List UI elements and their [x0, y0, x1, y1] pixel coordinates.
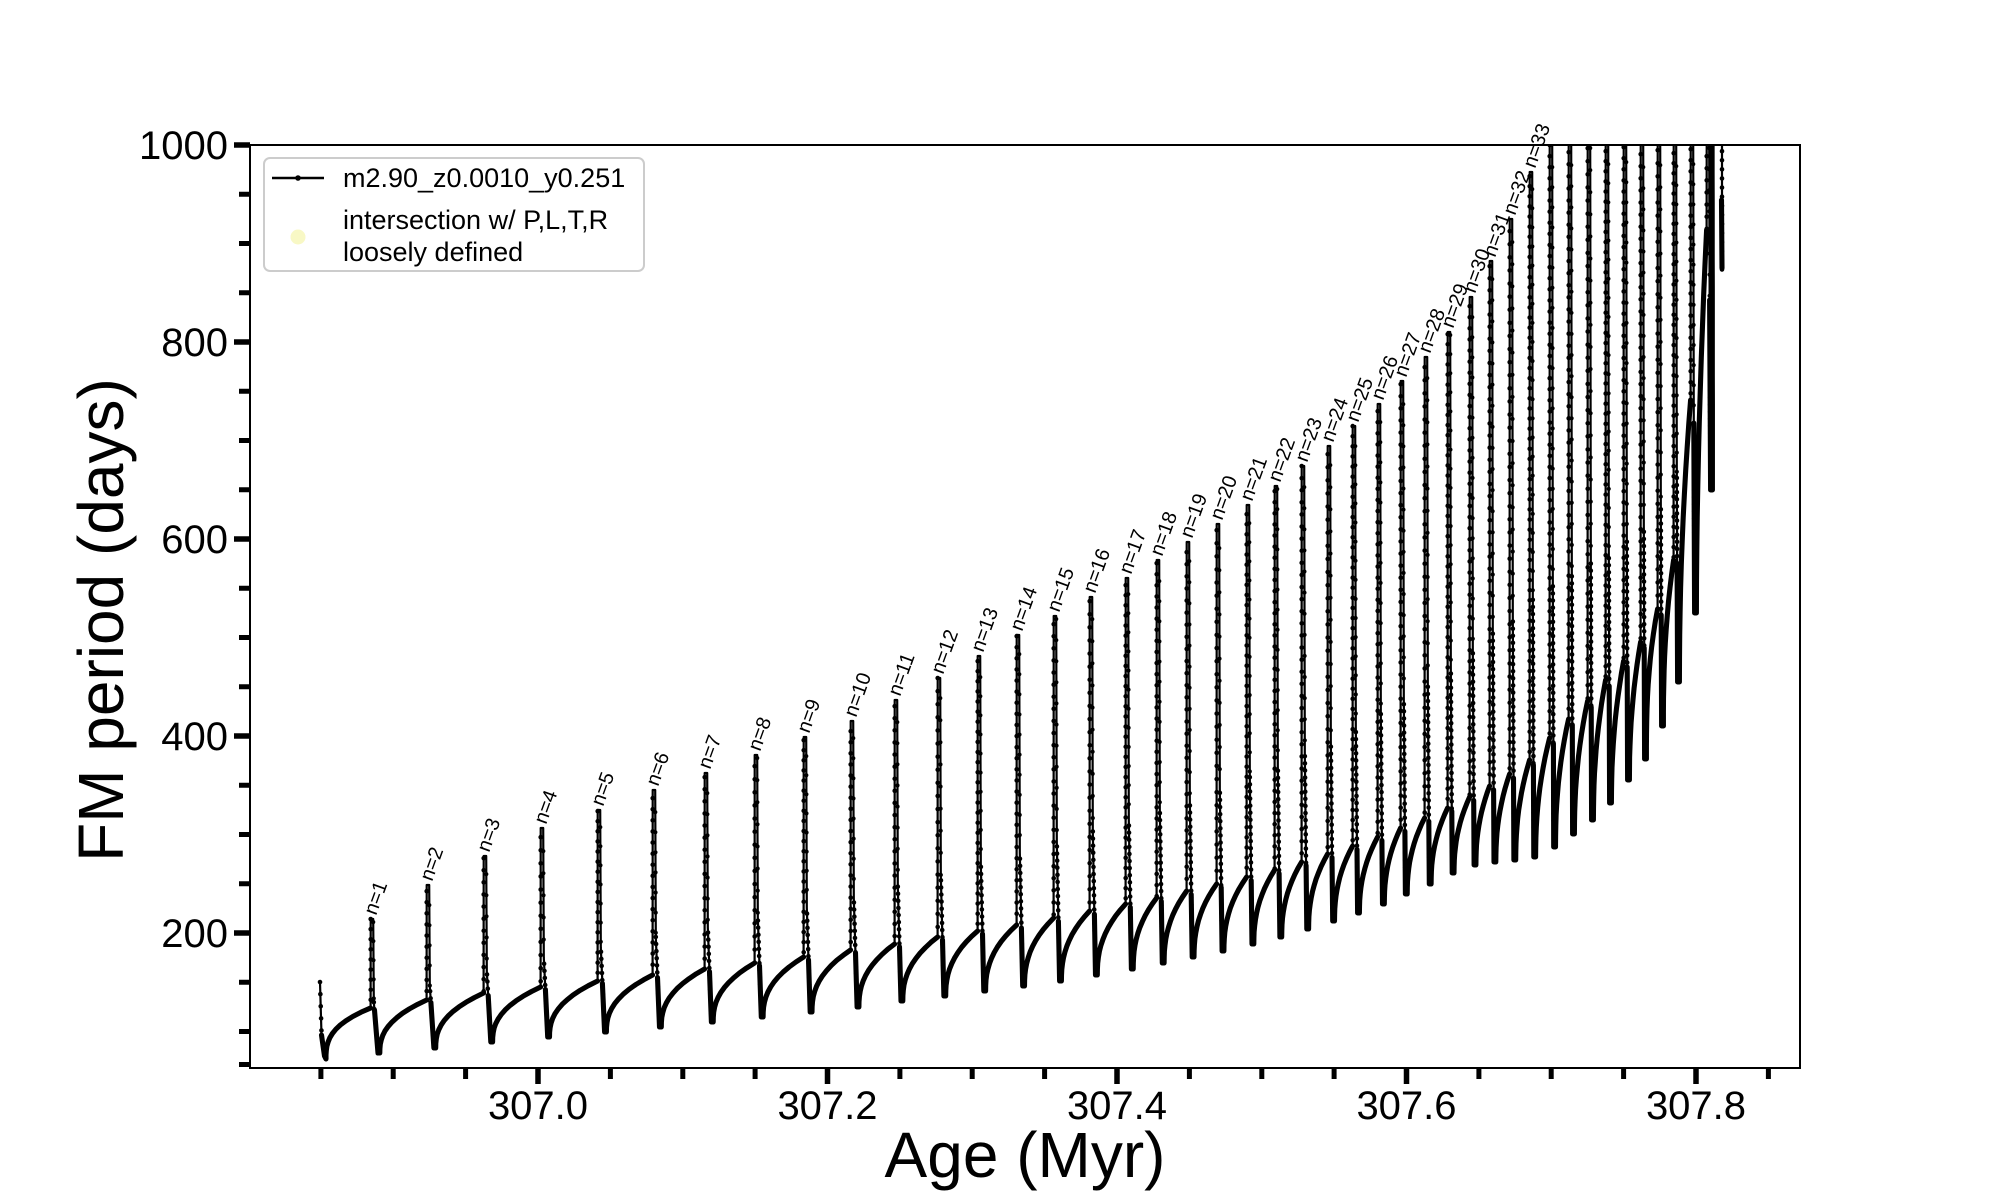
svg-text:307.2: 307.2: [777, 1084, 877, 1128]
svg-text:800: 800: [161, 321, 228, 365]
svg-text:400: 400: [161, 715, 228, 759]
svg-text:307.4: 307.4: [1067, 1084, 1167, 1128]
svg-text:307.0: 307.0: [488, 1084, 588, 1128]
svg-text:loosely defined: loosely defined: [343, 237, 523, 267]
svg-text:200: 200: [161, 912, 228, 956]
svg-text:307.6: 307.6: [1356, 1084, 1456, 1128]
svg-text:1000: 1000: [139, 124, 228, 168]
svg-text:intersection w/ P,L,T,R: intersection w/ P,L,T,R: [343, 205, 608, 235]
svg-text:m2.90_z0.0010_y0.251: m2.90_z0.0010_y0.251: [343, 163, 625, 193]
svg-text:307.8: 307.8: [1646, 1084, 1746, 1128]
svg-text:Age (Myr): Age (Myr): [885, 1119, 1166, 1191]
svg-text:600: 600: [161, 518, 228, 562]
svg-text:FM period (days): FM period (days): [65, 378, 137, 862]
